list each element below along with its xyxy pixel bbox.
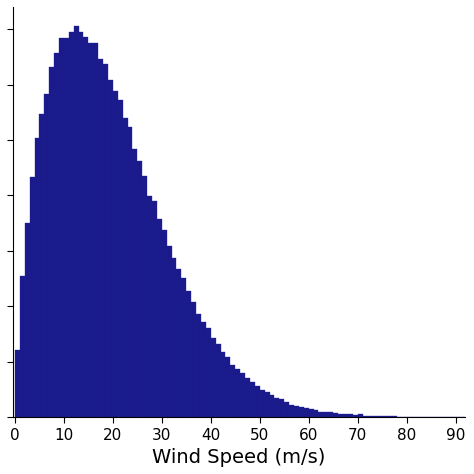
Bar bbox=[230, 365, 235, 417]
Bar bbox=[147, 196, 152, 417]
Bar bbox=[45, 94, 49, 417]
Bar bbox=[216, 344, 220, 417]
Bar bbox=[220, 352, 226, 417]
Bar bbox=[83, 37, 88, 417]
Bar bbox=[54, 53, 59, 417]
Bar bbox=[128, 128, 132, 417]
Bar bbox=[279, 399, 284, 417]
Bar bbox=[357, 414, 363, 417]
X-axis label: Wind Speed (m/s): Wind Speed (m/s) bbox=[152, 448, 326, 467]
Bar bbox=[123, 118, 128, 417]
Bar bbox=[289, 405, 294, 417]
Bar bbox=[103, 64, 108, 417]
Bar bbox=[377, 416, 382, 417]
Bar bbox=[73, 27, 79, 417]
Bar bbox=[118, 100, 123, 417]
Bar bbox=[88, 44, 93, 417]
Bar bbox=[284, 402, 289, 417]
Bar bbox=[235, 369, 240, 417]
Bar bbox=[39, 114, 45, 417]
Bar bbox=[20, 276, 25, 417]
Bar bbox=[137, 161, 142, 417]
Bar bbox=[69, 33, 73, 417]
Bar bbox=[79, 32, 83, 417]
Bar bbox=[387, 416, 392, 417]
Bar bbox=[270, 395, 274, 417]
Bar bbox=[108, 80, 113, 417]
Bar bbox=[226, 357, 230, 417]
Bar bbox=[299, 407, 304, 417]
Bar bbox=[323, 411, 328, 417]
Bar bbox=[363, 416, 367, 417]
Bar bbox=[294, 406, 299, 417]
Bar bbox=[343, 414, 348, 417]
Bar bbox=[240, 373, 245, 417]
Bar bbox=[98, 59, 103, 417]
Bar bbox=[93, 43, 98, 417]
Bar bbox=[157, 219, 162, 417]
Bar bbox=[314, 410, 319, 417]
Bar bbox=[15, 350, 20, 417]
Bar bbox=[64, 38, 69, 417]
Bar bbox=[264, 392, 270, 417]
Bar bbox=[274, 398, 279, 417]
Bar bbox=[59, 38, 64, 417]
Bar bbox=[152, 201, 157, 417]
Bar bbox=[333, 413, 338, 417]
Bar bbox=[372, 416, 377, 417]
Bar bbox=[167, 246, 172, 417]
Bar bbox=[206, 328, 211, 417]
Bar bbox=[309, 409, 314, 417]
Bar bbox=[176, 269, 182, 417]
Bar bbox=[328, 412, 333, 417]
Bar bbox=[353, 415, 357, 417]
Bar bbox=[196, 314, 201, 417]
Bar bbox=[367, 416, 372, 417]
Bar bbox=[35, 138, 39, 417]
Bar bbox=[319, 412, 323, 417]
Bar bbox=[49, 67, 54, 417]
Bar bbox=[142, 176, 147, 417]
Bar bbox=[245, 377, 250, 417]
Bar bbox=[25, 223, 30, 417]
Bar bbox=[182, 278, 186, 417]
Bar bbox=[338, 414, 343, 417]
Bar bbox=[172, 258, 176, 417]
Bar bbox=[304, 408, 309, 417]
Bar bbox=[260, 390, 264, 417]
Bar bbox=[30, 177, 35, 417]
Bar bbox=[250, 382, 255, 417]
Bar bbox=[132, 149, 137, 417]
Bar bbox=[191, 302, 196, 417]
Bar bbox=[201, 322, 206, 417]
Bar bbox=[186, 291, 191, 417]
Bar bbox=[255, 386, 260, 417]
Bar bbox=[113, 91, 118, 417]
Bar bbox=[211, 337, 216, 417]
Bar bbox=[382, 416, 387, 417]
Bar bbox=[348, 414, 353, 417]
Bar bbox=[162, 230, 167, 417]
